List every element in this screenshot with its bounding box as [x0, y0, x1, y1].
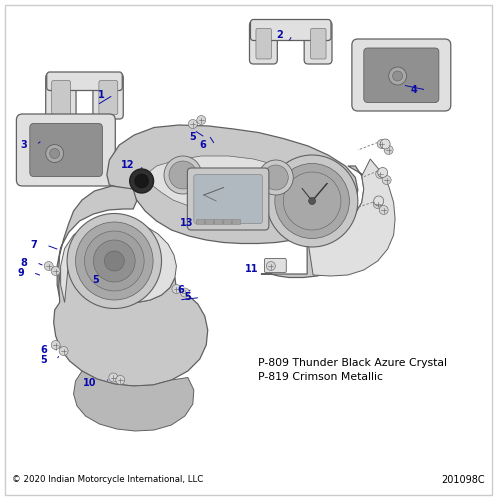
Text: 201098C: 201098C [441, 475, 484, 485]
Circle shape [266, 262, 276, 270]
FancyBboxPatch shape [223, 220, 232, 224]
Circle shape [67, 214, 162, 308]
FancyBboxPatch shape [206, 220, 214, 224]
FancyBboxPatch shape [310, 28, 326, 59]
FancyBboxPatch shape [52, 80, 70, 114]
Text: 5: 5 [92, 275, 100, 285]
Circle shape [169, 161, 197, 189]
Circle shape [258, 160, 293, 195]
Circle shape [377, 140, 386, 148]
FancyBboxPatch shape [352, 39, 451, 111]
Text: © 2020 Indian Motorcycle International, LLC: © 2020 Indian Motorcycle International, … [12, 476, 203, 484]
Circle shape [384, 146, 393, 154]
FancyBboxPatch shape [250, 20, 331, 40]
Circle shape [264, 165, 288, 190]
Circle shape [188, 120, 198, 128]
Circle shape [46, 144, 64, 162]
FancyBboxPatch shape [30, 124, 102, 176]
Circle shape [376, 170, 384, 178]
Polygon shape [74, 371, 194, 431]
FancyBboxPatch shape [188, 168, 269, 230]
FancyBboxPatch shape [196, 220, 205, 224]
Polygon shape [307, 159, 395, 276]
Circle shape [374, 196, 384, 206]
Circle shape [44, 262, 53, 270]
Circle shape [275, 164, 349, 238]
FancyBboxPatch shape [250, 21, 278, 64]
FancyBboxPatch shape [46, 72, 122, 90]
FancyBboxPatch shape [93, 74, 124, 119]
Polygon shape [107, 125, 358, 244]
FancyBboxPatch shape [46, 74, 76, 119]
FancyBboxPatch shape [304, 21, 332, 64]
FancyBboxPatch shape [232, 220, 240, 224]
Text: 7: 7 [30, 240, 38, 250]
Circle shape [380, 139, 390, 149]
Text: 3: 3 [20, 140, 28, 150]
Circle shape [172, 284, 181, 294]
Text: P-819 Crimson Metallic: P-819 Crimson Metallic [258, 372, 384, 382]
Polygon shape [261, 166, 375, 278]
Circle shape [59, 346, 68, 356]
Circle shape [382, 176, 391, 184]
Circle shape [266, 155, 358, 247]
Text: 11: 11 [245, 264, 258, 274]
Text: 5: 5 [40, 355, 47, 365]
Text: P-809 Thunder Black Azure Crystal: P-809 Thunder Black Azure Crystal [258, 358, 448, 368]
Circle shape [116, 376, 124, 384]
Circle shape [130, 169, 154, 193]
Circle shape [164, 156, 202, 194]
Circle shape [51, 340, 60, 349]
Circle shape [50, 148, 59, 158]
Polygon shape [54, 262, 208, 386]
Circle shape [84, 231, 144, 291]
Text: 6: 6 [177, 285, 184, 295]
Text: 5: 5 [184, 292, 192, 302]
Text: 10: 10 [84, 378, 97, 388]
Text: 9: 9 [17, 268, 24, 278]
FancyBboxPatch shape [256, 28, 272, 59]
Text: 4: 4 [410, 85, 418, 95]
Circle shape [104, 251, 124, 271]
Polygon shape [139, 156, 306, 210]
Text: 12: 12 [120, 160, 134, 170]
Circle shape [308, 198, 316, 204]
Circle shape [373, 200, 382, 208]
Polygon shape [57, 186, 136, 302]
Text: 13: 13 [180, 218, 194, 228]
FancyBboxPatch shape [214, 220, 222, 224]
Text: 1: 1 [98, 90, 104, 100]
FancyBboxPatch shape [16, 114, 116, 186]
Circle shape [379, 206, 388, 214]
Text: 2: 2 [276, 30, 283, 40]
Circle shape [284, 172, 341, 230]
FancyBboxPatch shape [264, 258, 286, 272]
Text: 6: 6 [40, 345, 47, 355]
Circle shape [76, 222, 153, 300]
Circle shape [378, 168, 388, 177]
Text: 5: 5 [190, 132, 196, 142]
FancyBboxPatch shape [364, 48, 439, 102]
Text: 8: 8 [20, 258, 28, 268]
Circle shape [388, 67, 406, 85]
Circle shape [134, 174, 148, 188]
Circle shape [180, 288, 190, 297]
Circle shape [109, 373, 118, 382]
Text: 6: 6 [200, 140, 206, 150]
Polygon shape [60, 219, 176, 304]
Circle shape [51, 266, 60, 276]
Circle shape [94, 240, 135, 282]
Circle shape [197, 116, 206, 124]
FancyBboxPatch shape [194, 174, 262, 224]
Circle shape [392, 71, 402, 81]
FancyBboxPatch shape [99, 80, 118, 114]
